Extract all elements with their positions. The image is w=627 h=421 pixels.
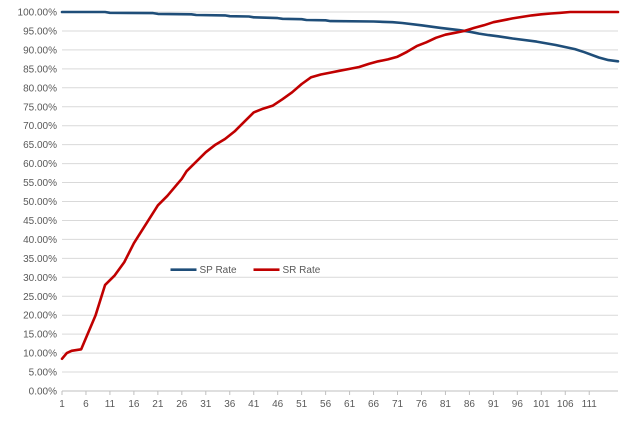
x-tick-label: 41 (248, 399, 260, 410)
gridlines (62, 11, 618, 392)
y-tick-label: 60.00% (23, 159, 57, 170)
legend-label: SR Rate (283, 265, 321, 276)
y-tick-label: 85.00% (23, 64, 57, 75)
y-tick-label: 10.00% (23, 349, 57, 360)
x-tick-label: 51 (296, 399, 308, 410)
x-tick-label: 1 (59, 399, 65, 410)
y-tick-label: 50.00% (23, 197, 57, 208)
x-tick-label: 106 (557, 399, 574, 410)
y-tick-label: 70.00% (23, 121, 57, 132)
y-tick-label: 65.00% (23, 140, 57, 151)
y-tick-label: 5.00% (29, 368, 57, 379)
x-tick-label: 101 (533, 399, 550, 410)
series-line-sp-rate (60, 10, 620, 63)
x-tick-label: 71 (392, 399, 404, 410)
x-tick-label: 36 (224, 399, 236, 410)
x-tick-label: 56 (320, 399, 332, 410)
x-tick-label: 96 (512, 399, 524, 410)
y-tick-label: 35.00% (23, 254, 57, 265)
legend: SP Rate SR Rate (170, 265, 321, 276)
x-tick-label: 16 (128, 399, 140, 410)
series-line-sr-rate (60, 10, 620, 361)
x-tick-label: 26 (176, 399, 188, 410)
x-tick-label: 11 (105, 399, 116, 410)
y-tick-label: 30.00% (23, 273, 57, 284)
x-tick-label: 66 (368, 399, 380, 410)
y-tick-label: 45.00% (23, 216, 57, 227)
x-tick-label: 31 (200, 399, 212, 410)
x-tick-label: 21 (152, 399, 164, 410)
x-tick-label: 81 (440, 399, 452, 410)
y-tick-label: 40.00% (23, 235, 57, 246)
x-tick-label: 76 (416, 399, 428, 410)
x-tick-label: 111 (582, 399, 598, 410)
x-tick-label: 6 (83, 399, 89, 410)
y-tick-label: 100.00% (18, 8, 58, 19)
y-tick-label: 15.00% (23, 330, 57, 341)
y-axis-ticks: 0.00% 5.00% 10.00% 15.00% 20.00% 25.00% 30.00%… (18, 8, 58, 398)
y-tick-label: 80.00% (23, 83, 57, 94)
x-tick-label: 61 (344, 399, 356, 410)
x-tick-label: 91 (488, 399, 500, 410)
y-tick-label: 95.00% (23, 26, 57, 37)
y-tick-label: 55.00% (23, 178, 57, 189)
y-tick-label: 90.00% (23, 45, 57, 56)
y-tick-label: 20.00% (23, 311, 57, 322)
legend-label: SP Rate (200, 265, 237, 276)
x-tick-label: 86 (464, 399, 476, 410)
x-axis-ticks: 1 6 11 16 21 26 31 36 41 46 51 56 61 66 71 76 81 86 91 96 10… (59, 391, 597, 410)
y-tick-label: 25.00% (23, 292, 57, 303)
y-tick-label: 75.00% (23, 102, 57, 113)
y-tick-label: 0.00% (29, 387, 57, 398)
x-tick-label: 46 (272, 399, 284, 410)
series-lines (60, 10, 620, 361)
